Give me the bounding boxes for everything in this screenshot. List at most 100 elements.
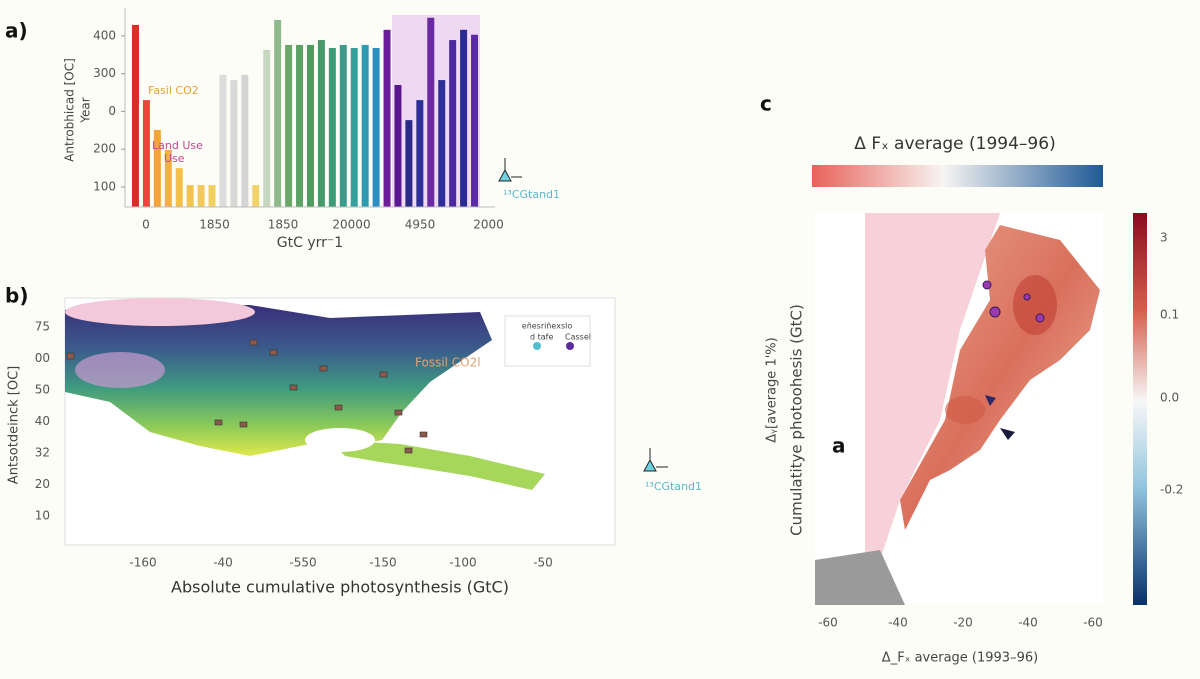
panel-label: b) — [5, 284, 28, 308]
y-tick-label: 300 — [93, 66, 116, 80]
land — [65, 305, 492, 456]
icon-label: ¹³CGtand1 — [503, 188, 560, 201]
x-tick-label: 2000 — [473, 218, 504, 232]
x-tick-label: 0 — [142, 218, 150, 232]
y-tick-label: 20 — [35, 477, 50, 491]
bar — [296, 44, 304, 207]
colorbar-tick: 3 — [1160, 231, 1168, 245]
icon-label: ¹³CGtand1 — [645, 480, 702, 493]
panel-label: c — [760, 92, 772, 116]
legend-swatch — [566, 342, 574, 350]
bar — [405, 120, 413, 207]
y-label: Cumulatitye photoohesis (GtC) — [788, 304, 806, 536]
bar — [230, 80, 238, 207]
colorbar — [1133, 213, 1147, 605]
water — [305, 428, 375, 452]
bar — [372, 47, 380, 208]
y-tick-label: 400 — [93, 28, 116, 42]
colorbar-tick: 0.1 — [1160, 308, 1179, 322]
annotation: Fossil CO2l — [415, 356, 481, 370]
bar — [427, 17, 435, 208]
bar — [449, 40, 457, 207]
legend-box — [504, 315, 591, 367]
colorbar — [812, 165, 1103, 187]
x-tick-label: -60 — [1083, 616, 1103, 630]
x-label: Absolute cumulative photosynthesis (GtC) — [171, 578, 509, 597]
bar — [219, 74, 227, 207]
bar — [263, 49, 271, 207]
legend-title: eñesriñexslo — [522, 322, 573, 331]
x-tick-label: 1850 — [268, 218, 299, 232]
y-label: Antsotdeinck [OC] — [7, 366, 22, 484]
bar — [361, 44, 369, 207]
x-tick-label: -100 — [449, 556, 476, 570]
x-label: GtC yrr⁻1 — [277, 235, 343, 251]
bar — [274, 20, 282, 208]
y-tick-label: 00 — [35, 351, 50, 365]
x-tick-label: -40 — [213, 556, 233, 570]
bar — [317, 40, 325, 207]
legend-item: Cassel — [565, 333, 591, 342]
y-tick-label: 50 — [35, 383, 50, 397]
bar — [186, 185, 194, 207]
bar — [197, 185, 205, 207]
y-tick-label: 75 — [35, 320, 50, 334]
legend-swatch — [533, 342, 541, 350]
bar — [394, 84, 402, 207]
inset-label: a — [832, 434, 846, 458]
x-tick-label: 1850 — [199, 218, 230, 232]
bar — [383, 29, 391, 208]
bar — [438, 80, 446, 207]
bar — [460, 29, 468, 208]
panel-label: a) — [5, 19, 28, 43]
y-label: Antrobhicad [OC] — [63, 58, 77, 162]
colorbar-tick: -0.2 — [1160, 483, 1183, 497]
map — [815, 213, 1103, 605]
icon — [643, 448, 668, 472]
annotation: Fasil CO2 — [148, 84, 199, 97]
bars — [131, 17, 479, 208]
y-tick-label: 40 — [35, 414, 50, 428]
bar — [252, 185, 260, 207]
x-tick-label: -150 — [369, 556, 396, 570]
y-label: Δᵧ[average 1'%) — [765, 337, 780, 442]
bar — [164, 149, 172, 207]
ice — [75, 352, 165, 388]
y-tick-label: 0 — [108, 104, 116, 118]
x-tick-label: -50 — [533, 556, 553, 570]
icon — [498, 158, 522, 182]
bar — [153, 129, 161, 207]
colorbar-tick: 0.0 — [1160, 391, 1179, 405]
bar — [306, 44, 314, 207]
y-tick-label: 10 — [35, 509, 50, 523]
x-tick-label: -40 — [888, 616, 908, 630]
bar — [142, 100, 150, 207]
bar — [350, 47, 358, 208]
x-tick-label: -550 — [289, 556, 316, 570]
y-tick-label: 200 — [93, 142, 116, 156]
bar — [328, 47, 336, 208]
annotation: Land Use — [152, 139, 203, 152]
x-tick-label: -40 — [1018, 616, 1038, 630]
y-tick-label: 32 — [35, 446, 50, 460]
colorbar-title: Δ Fₓ average (1994–96) — [854, 134, 1055, 154]
bar — [285, 44, 293, 207]
legend-item: d tafe — [530, 333, 553, 342]
x-tick-label: 4950 — [405, 218, 436, 232]
x-label: Δ_Fₓ average (1993–96) — [882, 651, 1038, 666]
x-tick-label: -60 — [818, 616, 838, 630]
bar — [416, 100, 424, 207]
bar — [208, 185, 216, 207]
bar — [175, 168, 183, 207]
x-tick-label: -20 — [953, 616, 973, 630]
land — [330, 440, 545, 490]
x-tick-label: 20000 — [332, 218, 370, 232]
ice — [65, 298, 255, 326]
annotation: Use — [164, 152, 185, 165]
bar — [339, 44, 347, 207]
markers — [66, 339, 428, 454]
bar — [131, 24, 139, 208]
bar — [471, 34, 479, 207]
y-tick-label: 100 — [93, 179, 116, 193]
